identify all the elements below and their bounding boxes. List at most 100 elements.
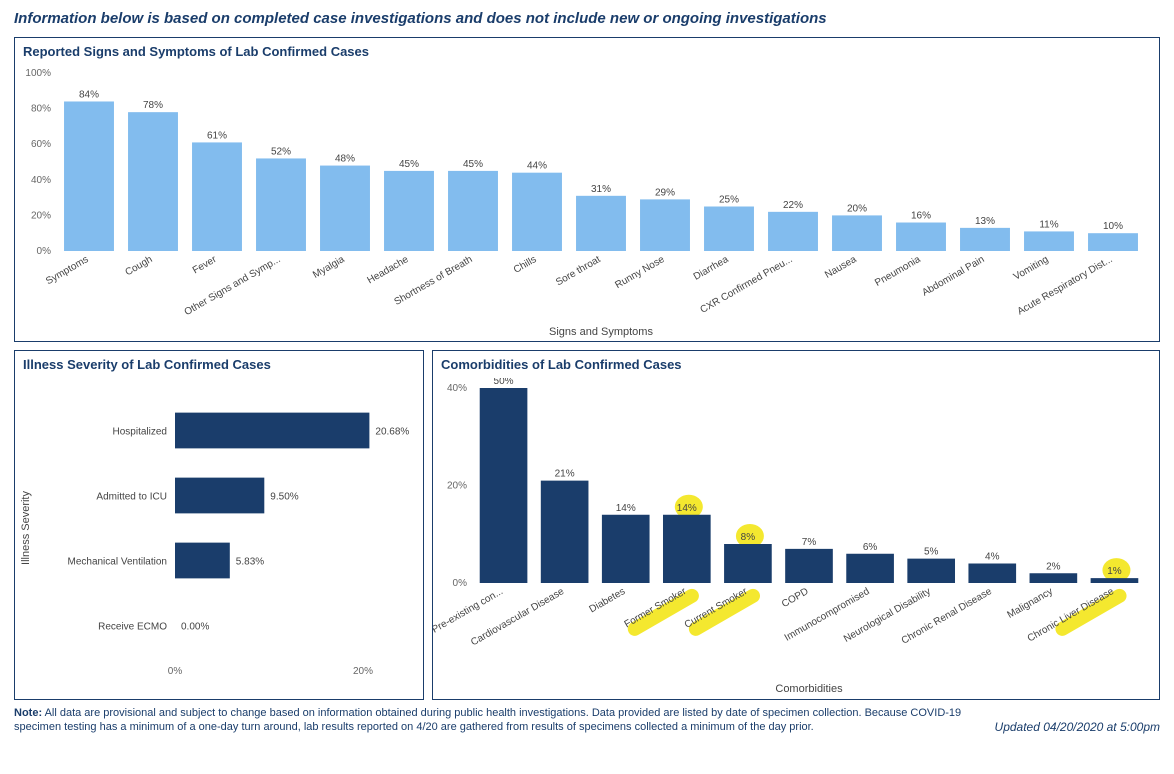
bar <box>128 112 178 251</box>
bar <box>785 549 833 583</box>
symptoms-chart-title: Reported Signs and Symptoms of Lab Confi… <box>15 38 1159 65</box>
bar <box>704 207 754 252</box>
bar <box>640 199 690 251</box>
svg-text:61%: 61% <box>207 130 227 141</box>
bar <box>663 515 711 583</box>
svg-text:Malignancy: Malignancy <box>1006 586 1055 621</box>
svg-text:6%: 6% <box>863 542 878 553</box>
bar <box>968 564 1016 584</box>
svg-text:40%: 40% <box>31 175 51 186</box>
svg-text:20%: 20% <box>847 203 867 214</box>
svg-text:1%: 1% <box>1107 566 1122 577</box>
svg-text:Illness Severity: Illness Severity <box>20 491 32 565</box>
footer-note: Note: All data are provisional and subje… <box>14 706 975 735</box>
svg-text:20.68%: 20.68% <box>375 427 409 438</box>
svg-text:84%: 84% <box>79 89 99 100</box>
note-label: Note: <box>14 707 42 719</box>
svg-text:45%: 45% <box>463 159 483 170</box>
svg-text:Receive ECMO: Receive ECMO <box>98 622 167 633</box>
svg-text:Pneumonia: Pneumonia <box>873 254 923 289</box>
severity-chart-panel: Illness Severity of Lab Confirmed Cases … <box>14 350 424 700</box>
svg-text:11%: 11% <box>1039 219 1058 230</box>
svg-text:0.00%: 0.00% <box>181 622 209 633</box>
bar <box>768 212 818 251</box>
svg-text:29%: 29% <box>655 187 675 198</box>
bar <box>448 171 498 251</box>
bar <box>1024 231 1074 251</box>
svg-text:Myalgia: Myalgia <box>311 254 347 281</box>
bar <box>175 543 230 579</box>
svg-text:25%: 25% <box>719 195 739 206</box>
svg-text:5%: 5% <box>924 547 939 558</box>
svg-text:7%: 7% <box>802 537 817 548</box>
svg-text:Runny Nose: Runny Nose <box>613 254 667 291</box>
svg-text:40%: 40% <box>447 383 467 394</box>
svg-text:14%: 14% <box>677 503 697 514</box>
svg-text:4%: 4% <box>985 552 1000 563</box>
bar <box>64 101 114 251</box>
note-text: All data are provisional and subject to … <box>14 707 961 733</box>
severity-chart-title: Illness Severity of Lab Confirmed Cases <box>15 351 423 378</box>
svg-text:16%: 16% <box>911 211 931 222</box>
bar <box>1030 573 1078 583</box>
svg-text:80%: 80% <box>31 104 51 115</box>
svg-text:10%: 10% <box>1103 221 1123 232</box>
svg-text:20%: 20% <box>353 666 373 677</box>
svg-text:Diarrhea: Diarrhea <box>692 254 731 283</box>
svg-text:9.50%: 9.50% <box>270 492 298 503</box>
bar <box>896 223 946 251</box>
svg-text:0%: 0% <box>453 578 468 589</box>
svg-text:52%: 52% <box>271 146 291 157</box>
bar <box>175 413 369 449</box>
bar <box>1091 578 1139 583</box>
bar <box>320 166 370 251</box>
svg-text:Chills: Chills <box>512 254 539 276</box>
svg-text:44%: 44% <box>527 161 547 172</box>
svg-text:22%: 22% <box>783 200 803 211</box>
svg-text:Headache: Headache <box>366 254 411 287</box>
bar <box>846 554 894 583</box>
bar <box>832 215 882 251</box>
svg-text:Symptoms: Symptoms <box>44 254 90 287</box>
bar <box>1088 233 1138 251</box>
svg-text:14%: 14% <box>616 503 636 514</box>
symptoms-chart-panel: Reported Signs and Symptoms of Lab Confi… <box>14 37 1160 342</box>
svg-text:78%: 78% <box>143 100 163 111</box>
svg-text:0%: 0% <box>37 246 52 257</box>
svg-text:5.83%: 5.83% <box>236 557 264 568</box>
svg-text:20%: 20% <box>31 210 51 221</box>
svg-text:31%: 31% <box>591 184 611 195</box>
bar <box>192 142 242 251</box>
svg-text:Signs and Symptoms: Signs and Symptoms <box>549 326 653 338</box>
svg-text:Admitted to ICU: Admitted to ICU <box>96 492 167 503</box>
svg-text:20%: 20% <box>447 481 467 492</box>
header-note: Information below is based on completed … <box>14 10 1160 27</box>
svg-text:21%: 21% <box>555 469 575 480</box>
updated-timestamp: Updated 04/20/2020 at 5:00pm <box>995 706 1160 734</box>
bar <box>576 196 626 251</box>
svg-text:Mechanical Ventilation: Mechanical Ventilation <box>67 557 167 568</box>
bar <box>256 158 306 251</box>
svg-text:45%: 45% <box>399 159 419 170</box>
bar <box>907 559 955 583</box>
svg-text:Cough: Cough <box>123 254 154 278</box>
svg-text:2%: 2% <box>1046 561 1061 572</box>
svg-text:Fever: Fever <box>191 254 219 277</box>
svg-text:60%: 60% <box>31 139 51 150</box>
comorbidities-bar-chart: 0%20%40%50%Pre-existing con...21%Cardiov… <box>433 378 1155 698</box>
svg-text:Hospitalized: Hospitalized <box>113 427 167 438</box>
bar <box>384 171 434 251</box>
svg-text:COPD: COPD <box>780 586 811 610</box>
bar <box>175 478 264 514</box>
svg-text:Vomiting: Vomiting <box>1012 254 1051 283</box>
svg-text:0%: 0% <box>168 666 183 677</box>
bar <box>541 481 589 583</box>
svg-text:Nausea: Nausea <box>823 254 859 281</box>
svg-text:Comorbidities: Comorbidities <box>775 683 843 695</box>
bar <box>480 388 528 583</box>
svg-text:50%: 50% <box>494 378 514 387</box>
bar <box>960 228 1010 251</box>
svg-text:Abdominal Pain: Abdominal Pain <box>920 254 986 299</box>
bar <box>724 544 772 583</box>
svg-text:Diabetes: Diabetes <box>588 586 628 615</box>
